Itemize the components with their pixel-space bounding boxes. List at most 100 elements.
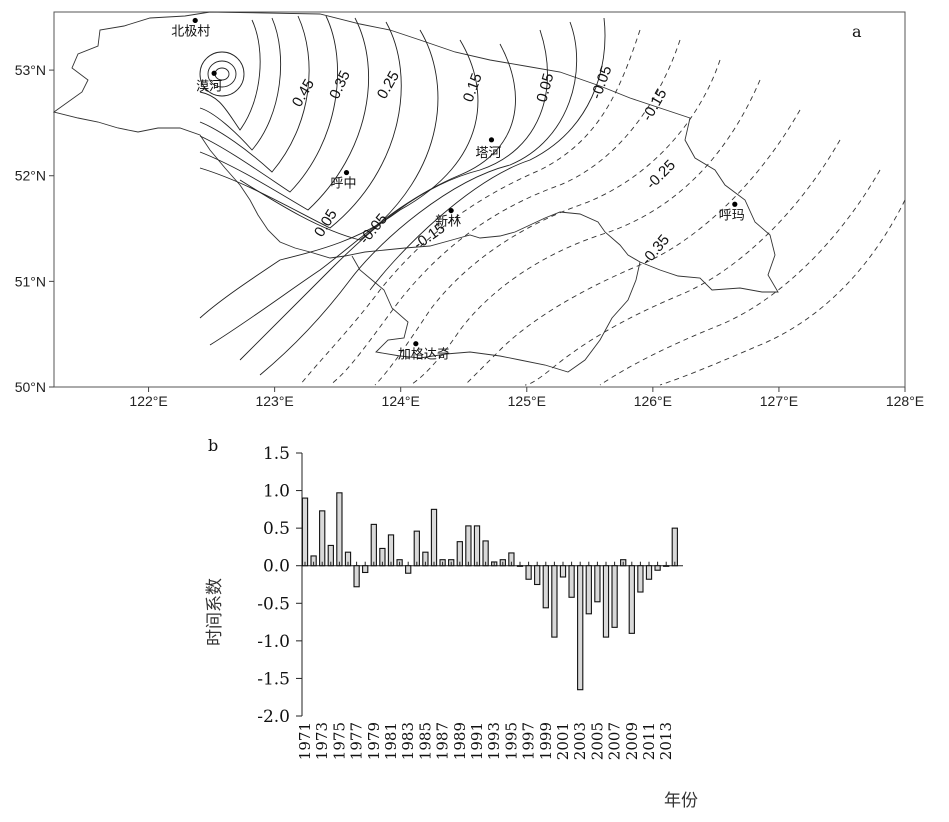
bar-2005 (594, 565, 601, 603)
station-marker (488, 137, 495, 143)
bar-1990 (465, 525, 472, 567)
bar-1986 (430, 508, 438, 567)
x-tick-label: 1975 (330, 722, 348, 760)
bar-2009 (628, 565, 635, 634)
bar-2001 (559, 565, 567, 578)
map-panel: 0.45 0.35 0.25 0.15 0.05 -0.05 -0.15 0.0… (15, 11, 924, 409)
x-tick-label: 1973 (313, 722, 331, 760)
x-tick-label: 1989 (451, 722, 469, 760)
x-tick-label: 1995 (502, 722, 520, 760)
y-tick-label: 1.0 (263, 482, 290, 502)
panel-label-b: b (208, 436, 218, 455)
bar-panel: b 1.51.00.50.0-0.5-1.0-1.5-2.0 1971 1973 1… (205, 436, 698, 811)
bar-1975 (336, 492, 343, 567)
x-axis-label: 年份 (664, 791, 698, 811)
y-tick-label: 1.5 (263, 444, 290, 464)
station-marker (343, 169, 350, 176)
bar-1973 (319, 510, 326, 567)
station-label: 呼中 (330, 177, 356, 192)
bar-1997 (525, 565, 532, 580)
bar-1984 (413, 530, 420, 567)
bar-2007 (611, 565, 618, 628)
positive-contours (199, 15, 606, 376)
x-tick-label: 1987 (434, 722, 452, 760)
y-tick-label: 0.5 (263, 519, 290, 539)
bar-1998 (534, 565, 541, 586)
x-tick-label: 1981 (382, 722, 400, 760)
station-label: 呼玛 (719, 208, 745, 223)
bar-1979 (370, 523, 377, 567)
x-tick-label: 1979 (365, 722, 383, 760)
station-marker (448, 207, 454, 214)
bar-1981 (387, 534, 395, 567)
map-x-tick-label: 128°E (886, 393, 924, 409)
y-axis-label: 时间系数 (205, 578, 225, 646)
station-marker (211, 70, 217, 76)
station-label: 新林 (435, 214, 461, 230)
x-tick-label: 2013 (657, 722, 675, 760)
x-tick-label: 1993 (485, 722, 503, 760)
station-marker (413, 341, 419, 347)
bar-2000 (551, 565, 558, 638)
negative-contours (299, 29, 906, 386)
station-marker (732, 201, 738, 207)
x-tick-label: 1997 (520, 722, 538, 760)
x-tick-label: 2011 (640, 722, 658, 760)
bar-2010 (637, 565, 644, 593)
station-marker (192, 17, 198, 24)
x-tick-label: 2007 (606, 722, 624, 760)
bar-2014 (671, 527, 678, 567)
y-tick-label: -1.0 (257, 632, 290, 652)
map-y-tick-label: 52°N (15, 168, 46, 184)
y-tick-label: -2.0 (257, 707, 290, 727)
bar-1983 (405, 565, 412, 574)
x-tick-label: 1977 (348, 722, 366, 760)
map-x-tick-label: 124°E (382, 393, 420, 409)
x-tick-label: 2005 (588, 722, 606, 760)
x-axis-ticks: 1971 1973 1975 1977 1979 1981 1983 1985 1987 1989… (296, 561, 676, 760)
bar-2002 (568, 565, 575, 598)
bar-1977 (353, 565, 360, 588)
map-y-tick-label: 50°N (15, 379, 46, 395)
station-label: 加格达奇 (398, 347, 450, 363)
map-x-tick-label: 123°E (255, 393, 293, 409)
bar-2003 (577, 565, 584, 691)
region-boundary-south (351, 255, 641, 373)
y-axis-ticks: 1.5 1.0 0.5 0.0 -0.5 -1.0 -1.5 -2.0 (257, 444, 302, 727)
bar-2006 (602, 565, 610, 638)
x-tick-label: 1971 (296, 722, 314, 760)
bar-1978 (362, 565, 369, 574)
x-tick-label: 1985 (416, 722, 434, 760)
map-x-tick-label: 125°E (508, 393, 546, 409)
station-label: 漠河 (196, 79, 222, 94)
map-y-tick-label: 51°N (15, 273, 46, 289)
bar-1996 (516, 565, 524, 567)
bar-2013 (663, 565, 670, 567)
map-x-tick-label: 126°E (634, 393, 672, 409)
panel-label-a: a (852, 22, 862, 41)
map-frame (53, 11, 906, 388)
y-tick-label: 0.0 (263, 557, 290, 577)
contour-label: 0.05 (533, 71, 557, 104)
bar-series (301, 492, 678, 691)
bar-1999 (542, 565, 549, 609)
y-tick-label: -0.5 (257, 594, 290, 614)
bar-2004 (585, 565, 592, 615)
map-x-tick-label: 122°E (129, 393, 167, 409)
x-tick-label: 1991 (468, 722, 486, 760)
bar-2012 (654, 565, 661, 571)
x-tick-label: 1999 (537, 722, 555, 760)
station-label: 北极村 (171, 24, 210, 39)
bar-1991 (473, 525, 481, 567)
map-y-tick-label: 53°N (15, 62, 46, 78)
x-tick-label: 2003 (571, 722, 589, 760)
map-axis-ticks: 122°E 123°E 124°E 125°E 126°E 127°E 128°E 53°N 5… (15, 62, 924, 409)
x-tick-label: 1983 (399, 722, 417, 760)
map-x-tick-label: 127°E (760, 393, 798, 409)
bar-2011 (645, 565, 653, 580)
x-tick-label: 2001 (554, 722, 572, 760)
x-tick-label: 2009 (623, 722, 641, 760)
y-tick-label: -1.5 (257, 669, 290, 689)
